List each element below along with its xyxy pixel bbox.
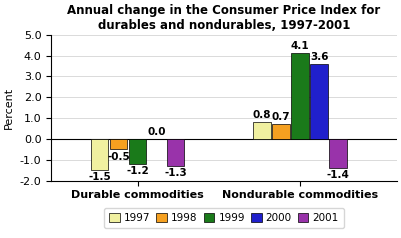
Bar (330, 139, 347, 168)
Text: 3.6: 3.6 (310, 52, 328, 62)
Text: 4.1: 4.1 (291, 41, 309, 51)
Text: 0.0: 0.0 (147, 127, 166, 137)
Bar (253, 122, 271, 139)
Text: 0.7: 0.7 (272, 112, 290, 122)
Text: 0.8: 0.8 (253, 110, 271, 120)
Text: -1.3: -1.3 (164, 168, 187, 178)
Bar (110, 139, 127, 149)
Bar (167, 139, 184, 166)
Title: Annual change in the Consumer Price Index for
durables and nondurables, 1997-200: Annual change in the Consumer Price Inde… (67, 4, 381, 32)
Text: -1.2: -1.2 (126, 166, 149, 176)
Bar (91, 139, 108, 170)
Bar (292, 54, 309, 139)
Legend: 1997, 1998, 1999, 2000, 2001: 1997, 1998, 1999, 2000, 2001 (104, 208, 344, 228)
Bar (272, 124, 290, 139)
Bar (310, 64, 328, 139)
Text: -1.4: -1.4 (327, 170, 350, 180)
Bar (129, 139, 146, 164)
Text: -1.5: -1.5 (88, 172, 111, 182)
Y-axis label: Percent: Percent (4, 87, 14, 129)
Text: -0.5: -0.5 (107, 152, 130, 162)
